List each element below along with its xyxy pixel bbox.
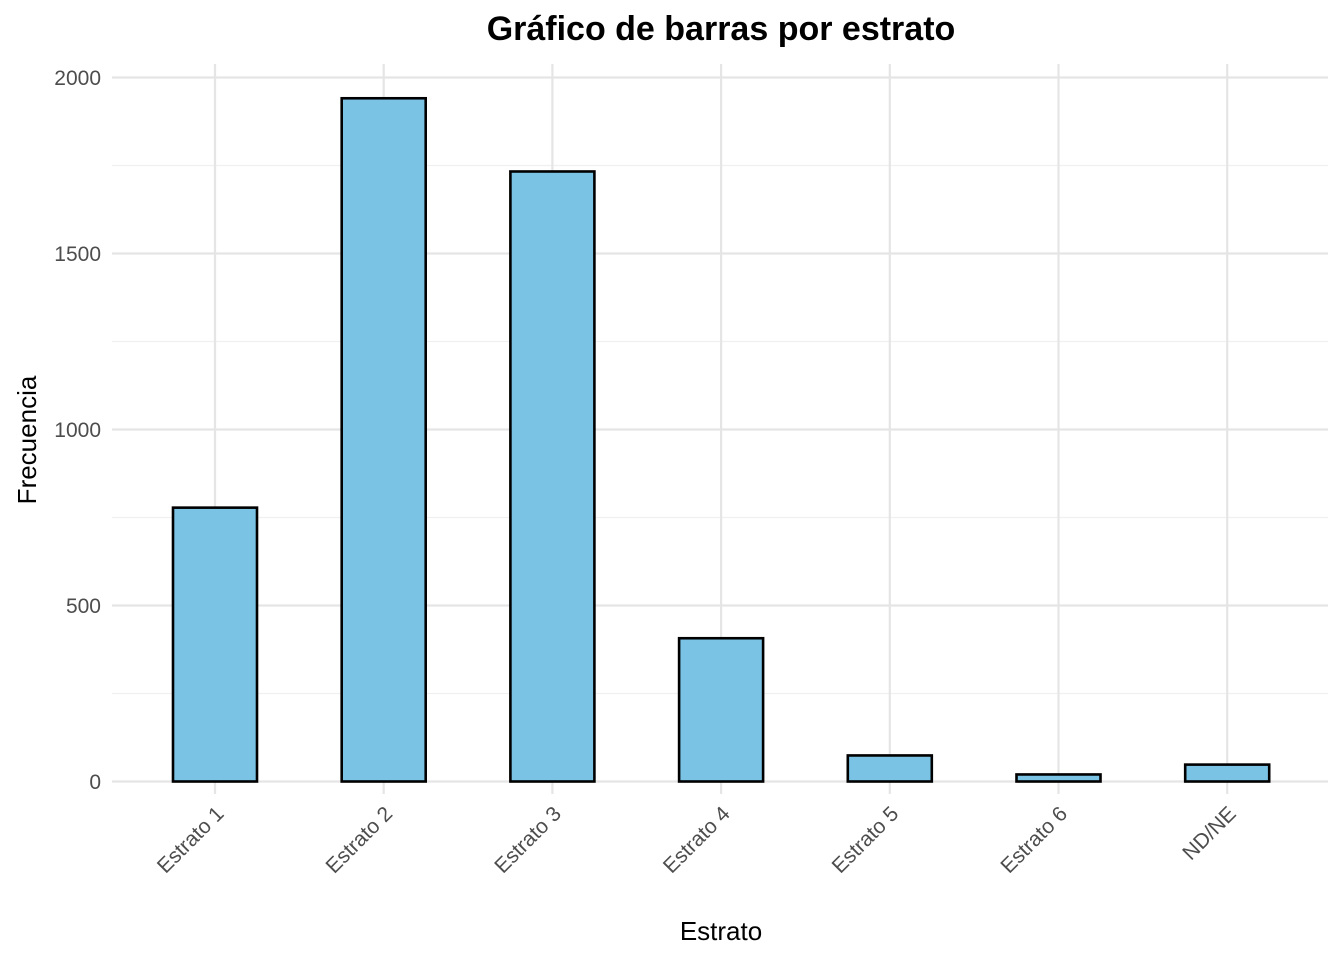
bar-estrato-1	[171, 506, 259, 783]
bar-nd-ne	[1183, 763, 1271, 783]
bar-estrato-3	[509, 170, 596, 783]
bar-estrato-6	[1015, 773, 1102, 783]
x-tick-label: Estrato 5	[828, 802, 904, 878]
x-tick-label: Estrato 3	[490, 802, 566, 878]
y-tick-label: 500	[66, 595, 101, 618]
x-axis-title: Estrato	[680, 916, 762, 946]
x-tick-label: Estrato 2	[322, 802, 398, 878]
bars-layer	[171, 96, 1271, 783]
y-axis-title: Frecuencia	[12, 375, 42, 504]
bar-estrato-5	[846, 754, 934, 783]
x-tick-label: Estrato 6	[996, 802, 1072, 878]
y-tick-label: 2000	[54, 67, 101, 90]
chart-title: Gráfico de barras por estrato	[487, 10, 956, 48]
x-tick-label: Estrato 1	[153, 802, 229, 878]
y-axis-ticks: 0 500 1000 1500 2000	[54, 67, 101, 794]
y-tick-label: 1500	[54, 243, 101, 266]
bar-estrato-2	[340, 96, 428, 783]
x-tick-label: ND/NE	[1178, 802, 1240, 864]
x-axis-ticks: Estrato 1 Estrato 2 Estrato 3 Estrato 4 Estr…	[153, 802, 1241, 878]
y-tick-label: 0	[89, 771, 101, 794]
y-tick-label: 1000	[54, 419, 101, 442]
x-tick-label: Estrato 4	[659, 802, 735, 878]
bar-estrato-4	[677, 636, 765, 783]
